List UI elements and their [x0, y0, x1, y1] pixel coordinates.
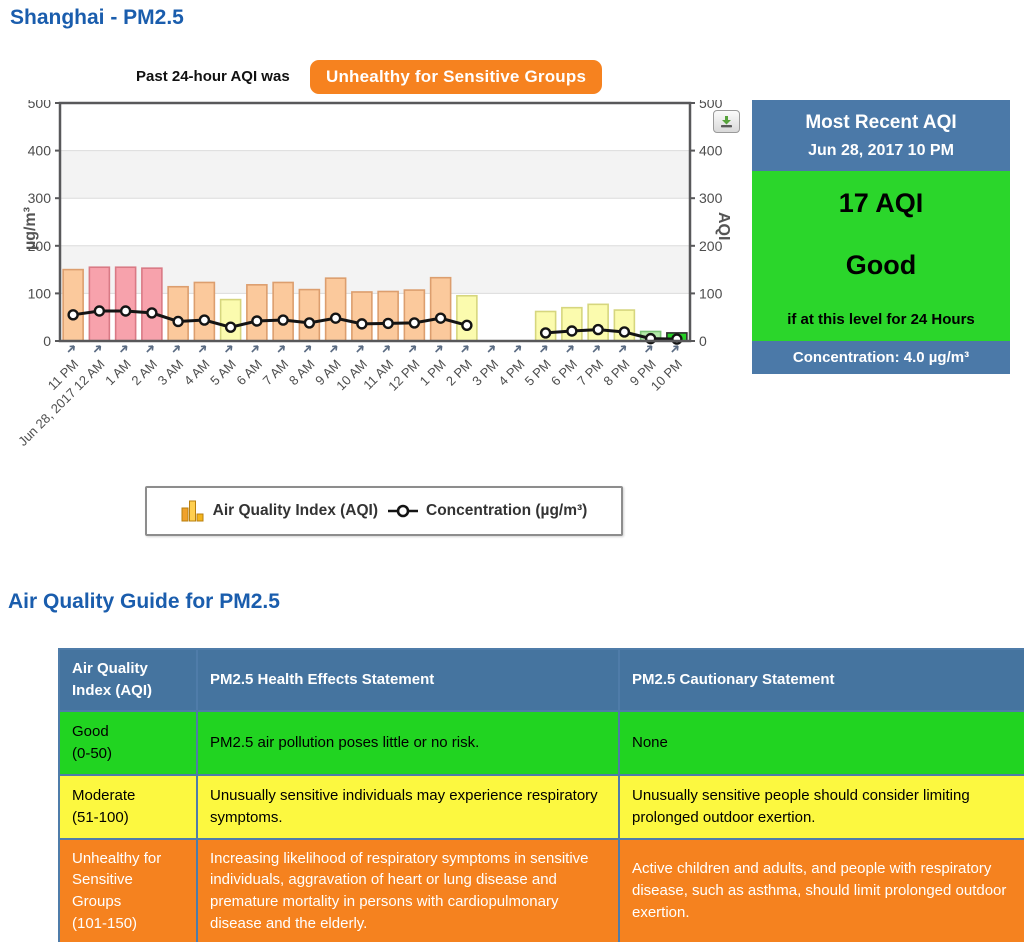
- y-axis-label-left: µg/m³: [22, 207, 39, 250]
- download-icon: [721, 116, 732, 128]
- svg-text:400: 400: [699, 143, 723, 159]
- svg-text:8 AM: 8 AM: [286, 357, 318, 389]
- guide-title: Air Quality Guide for PM2.5: [8, 590, 280, 613]
- aqi-guide-table: Air Quality Index (AQI) PM2.5 Health Eff…: [58, 648, 1024, 942]
- page-title: Shanghai - PM2.5: [10, 6, 184, 29]
- svg-text:2 AM: 2 AM: [128, 357, 160, 389]
- svg-text:100: 100: [699, 285, 723, 301]
- most-recent-category: Good: [845, 249, 917, 280]
- svg-text:6 PM: 6 PM: [548, 357, 580, 389]
- most-recent-aqi-value: 17 AQI: [838, 188, 924, 218]
- most-recent-aqi-panel: Most Recent AQI Jun 28, 2017 10 PM 17 AQ…: [752, 100, 1010, 374]
- line-series-icon: [388, 504, 418, 518]
- svg-text:4 AM: 4 AM: [181, 357, 213, 389]
- svg-text:4 PM: 4 PM: [495, 357, 527, 389]
- svg-text:6 AM: 6 AM: [233, 357, 265, 389]
- cell-category: Moderate (51-100): [58, 773, 198, 840]
- cell-health: Increasing likelihood of respiratory sym…: [196, 837, 620, 942]
- svg-text:500: 500: [28, 100, 52, 111]
- svg-text:10 AM: 10 AM: [333, 357, 370, 394]
- download-chart-button[interactable]: [713, 110, 740, 133]
- cell-category: Good (0-50): [58, 709, 198, 776]
- chart-legend: Air Quality Index (AQI) Concentration (µ…: [145, 486, 623, 536]
- cell-caution: None: [618, 709, 1024, 776]
- cell-health: PM2.5 air pollution poses little or no r…: [196, 709, 620, 776]
- legend-item-aqi: Air Quality Index (AQI): [181, 498, 378, 524]
- past-24hr-label: Past 24-hour AQI was: [136, 68, 290, 85]
- legend-aqi-label: Air Quality Index (AQI): [212, 502, 378, 519]
- bar-series-icon: [181, 500, 204, 522]
- table-header-row: Air Quality Index (AQI) PM2.5 Health Eff…: [58, 648, 1024, 712]
- category-range: (0-50): [72, 744, 113, 762]
- column-header-aqi: Air Quality Index (AQI): [58, 648, 198, 712]
- y-axis-label-right: AQI: [715, 212, 732, 241]
- svg-text:100: 100: [28, 285, 52, 301]
- table-row-good: Good (0-50) PM2.5 air pollution poses li…: [58, 709, 1024, 776]
- svg-text:3 PM: 3 PM: [469, 357, 501, 389]
- legend-item-concentration: Concentration (µg/m³): [388, 502, 587, 520]
- category-range: (51-100): [72, 808, 129, 826]
- most-recent-concentration: Concentration: 4.0 µg/m³: [752, 341, 1010, 374]
- most-recent-header: Most Recent AQI Jun 28, 2017 10 PM: [752, 100, 1010, 171]
- svg-text:5 AM: 5 AM: [207, 357, 239, 389]
- aqi-chart: µg/m³ 0 0 100 100 200 200 300 300 400 400 500 500 11…: [15, 95, 758, 472]
- cell-caution: Unusually sensitive people should consid…: [618, 773, 1024, 840]
- table-row-moderate: Moderate (51-100) Unusually sensitive in…: [58, 773, 1024, 840]
- svg-text:7 AM: 7 AM: [260, 357, 292, 389]
- category-name: Good: [72, 722, 109, 740]
- category-name: Unhealthy for Sensitive Groups: [72, 849, 162, 911]
- column-header-caution: PM2.5 Cautionary Statement: [618, 648, 1024, 712]
- svg-text:200: 200: [699, 238, 723, 254]
- cell-health: Unusually sensitive individuals may expe…: [196, 773, 620, 840]
- category-name: Moderate: [72, 786, 136, 804]
- svg-text:300: 300: [699, 190, 723, 206]
- cell-category: Unhealthy for Sensitive Groups (101-150): [58, 837, 198, 942]
- svg-text:3 AM: 3 AM: [155, 357, 187, 389]
- svg-text:0: 0: [699, 333, 707, 349]
- svg-text:2 PM: 2 PM: [443, 357, 475, 389]
- svg-text:5 PM: 5 PM: [522, 357, 554, 389]
- svg-text:1 PM: 1 PM: [417, 357, 449, 389]
- most-recent-datetime: Jun 28, 2017 10 PM: [808, 142, 954, 159]
- aqi-category-badge: Unhealthy for Sensitive Groups: [310, 60, 603, 94]
- most-recent-note: if at this level for 24 Hours: [787, 311, 975, 328]
- cell-caution: Active children and adults, and people w…: [618, 837, 1024, 942]
- svg-text:1 AM: 1 AM: [102, 357, 134, 389]
- svg-text:400: 400: [28, 143, 52, 159]
- svg-text:8 PM: 8 PM: [600, 357, 632, 389]
- column-header-health: PM2.5 Health Effects Statement: [196, 648, 620, 712]
- svg-text:7 PM: 7 PM: [574, 357, 606, 389]
- svg-text:200: 200: [28, 238, 52, 254]
- table-row-unhealthy-sensitive: Unhealthy for Sensitive Groups (101-150)…: [58, 837, 1024, 942]
- svg-text:0: 0: [43, 333, 51, 349]
- category-range: (101-150): [72, 914, 138, 932]
- most-recent-body: 17 AQI Good if at this level for 24 Hour…: [752, 171, 1010, 341]
- legend-concentration-label: Concentration (µg/m³): [426, 502, 588, 519]
- svg-text:300: 300: [28, 190, 52, 206]
- most-recent-title: Most Recent AQI: [805, 112, 957, 133]
